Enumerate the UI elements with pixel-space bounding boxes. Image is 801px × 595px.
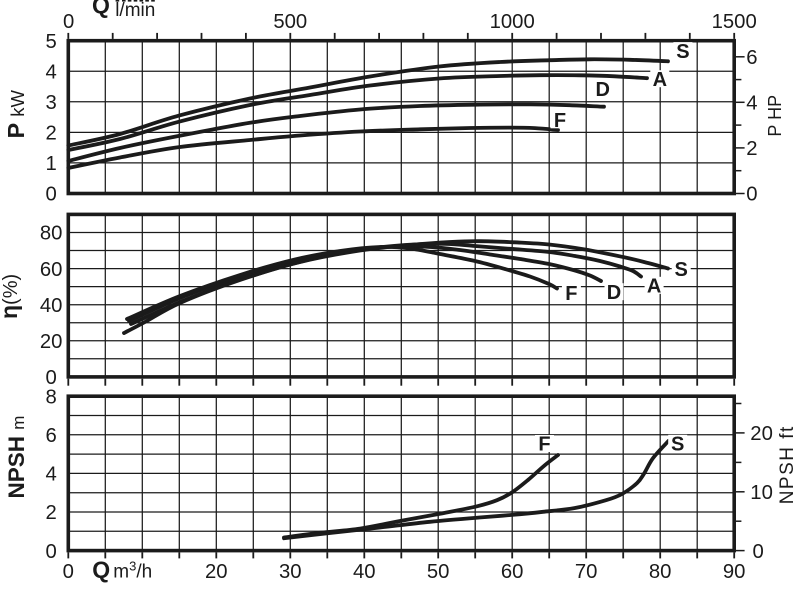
svg-text:70: 70 <box>575 561 598 583</box>
svg-text:NPSH m: NPSH m <box>4 416 29 499</box>
svg-text:1000: 1000 <box>490 11 535 33</box>
svg-text:0: 0 <box>46 367 57 389</box>
svg-text:4: 4 <box>46 464 57 486</box>
svg-text:P HP: P HP <box>765 95 785 137</box>
svg-text:F: F <box>565 283 577 305</box>
svg-text:2: 2 <box>46 502 57 524</box>
svg-text:F: F <box>538 434 550 456</box>
svg-text:20: 20 <box>205 561 228 583</box>
svg-text:10: 10 <box>750 482 773 504</box>
svg-text:2: 2 <box>746 138 757 160</box>
svg-text:30: 30 <box>279 561 302 583</box>
svg-text:P kW: P kW <box>3 89 29 138</box>
svg-text:0: 0 <box>46 184 57 206</box>
svg-text:Q: Q <box>92 557 110 583</box>
svg-text:40: 40 <box>40 295 63 317</box>
svg-text:6: 6 <box>46 425 57 447</box>
svg-text:l/min: l/min <box>115 0 155 21</box>
svg-text:0: 0 <box>746 184 757 206</box>
svg-text:40: 40 <box>353 561 376 583</box>
svg-text:0: 0 <box>63 11 74 33</box>
svg-text:4: 4 <box>46 62 57 84</box>
svg-text:S: S <box>671 434 684 456</box>
svg-text:NPSH ft: NPSH ft <box>777 425 798 504</box>
svg-text:20: 20 <box>750 423 773 445</box>
svg-text:η(%): η(%) <box>0 274 22 319</box>
svg-text:D: D <box>595 79 609 101</box>
svg-text:2: 2 <box>46 123 57 145</box>
svg-text:0: 0 <box>46 541 57 563</box>
svg-text:60: 60 <box>40 259 63 281</box>
svg-text:S: S <box>676 41 689 63</box>
svg-text:3: 3 <box>46 92 57 114</box>
svg-text:A: A <box>647 276 661 298</box>
svg-text:60: 60 <box>501 561 524 583</box>
svg-text:8: 8 <box>46 386 57 408</box>
svg-text:80: 80 <box>40 223 63 245</box>
svg-text:m3/h: m3/h <box>113 558 152 582</box>
svg-text:4: 4 <box>746 93 757 115</box>
svg-text:50: 50 <box>427 561 450 583</box>
svg-text:F: F <box>554 110 566 132</box>
svg-text:Q: Q <box>92 0 110 18</box>
svg-text:80: 80 <box>649 561 672 583</box>
svg-text:5: 5 <box>46 31 57 53</box>
svg-text:1: 1 <box>46 153 57 175</box>
svg-text:500: 500 <box>273 11 307 33</box>
svg-text:1500: 1500 <box>712 11 757 33</box>
svg-text:20: 20 <box>40 331 63 353</box>
svg-text:0: 0 <box>753 541 764 563</box>
svg-text:S: S <box>675 259 688 281</box>
svg-text:0: 0 <box>63 561 74 583</box>
svg-text:A: A <box>653 69 667 91</box>
svg-text:6: 6 <box>746 47 757 69</box>
svg-text:D: D <box>607 282 621 304</box>
svg-text:90: 90 <box>723 561 746 583</box>
